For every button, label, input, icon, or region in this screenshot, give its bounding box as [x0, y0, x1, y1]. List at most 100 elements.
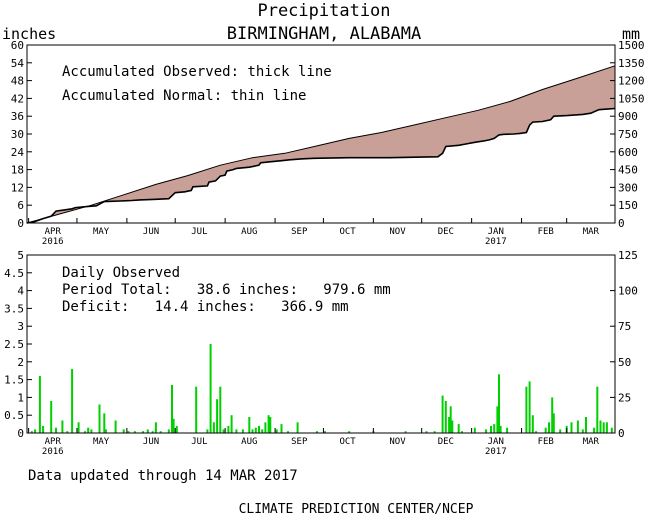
daily-right-tick-label: 25 [618, 391, 631, 404]
daily-bar [548, 422, 550, 433]
observed-line [26, 107, 616, 224]
daily-bar [451, 420, 454, 433]
daily-year-label: 2017 [485, 447, 507, 457]
daily-left-tick-label: 5 [17, 249, 24, 262]
daily-bar [499, 425, 502, 433]
daily-month-label: SEP [291, 437, 308, 447]
daily-bar [581, 429, 584, 433]
accumulated-year-label: 2016 [42, 237, 64, 247]
daily-bar [449, 406, 452, 433]
daily-bar [142, 431, 144, 433]
daily-bar [42, 425, 45, 433]
daily-bar [506, 427, 509, 433]
accumulated-left-tick-label: 6 [17, 199, 24, 212]
daily-bar [254, 427, 257, 433]
daily-bar [551, 397, 554, 433]
daily-bar [535, 431, 538, 433]
period-total-label: Period Total: 38.6 inches: 979.6 mm [62, 282, 391, 298]
daily-bar [576, 420, 579, 433]
accumulated-month-label: SEP [291, 227, 308, 237]
daily-right-tick-label: 0 [618, 427, 625, 440]
daily-bar [122, 429, 125, 433]
right-unit-label: mm [622, 25, 640, 43]
daily-panel: 00.511.522.533.544.550255075100125APR201… [4, 249, 638, 457]
daily-month-label: APR [45, 437, 62, 447]
daily-left-tick-label: 1 [17, 391, 24, 404]
daily-right-tick-label: 75 [618, 320, 631, 333]
daily-left-tick-label: 2.5 [4, 338, 24, 351]
daily-bar [267, 415, 270, 433]
daily-bar [90, 429, 93, 433]
daily-bar [461, 431, 463, 433]
daily-bar [30, 431, 33, 433]
accumulated-right-tick-label: 450 [618, 164, 638, 177]
daily-bar [227, 425, 230, 433]
daily-bar [146, 429, 149, 433]
accumulated-month-label: NOV [389, 227, 406, 237]
daily-bar [473, 427, 476, 433]
daily-month-label: JAN [488, 437, 504, 447]
accumulated-left-tick-label: 36 [11, 110, 24, 123]
daily-bar [84, 431, 86, 433]
daily-bar [493, 424, 496, 433]
daily-bar [114, 420, 117, 433]
daily-bar [490, 425, 492, 433]
daily-month-label: NOV [389, 437, 406, 447]
daily-right-tick-label: 100 [618, 285, 638, 298]
daily-bar [531, 415, 534, 433]
accumulated-right-tick-label: 150 [618, 199, 638, 212]
daily-bar [316, 431, 318, 433]
daily-plot-area [30, 344, 613, 433]
accumulated-month-label: DEC [438, 227, 454, 237]
accumulated-month-label: JUL [191, 227, 207, 237]
daily-left-tick-label: 2 [17, 356, 24, 369]
daily-bar [287, 431, 289, 433]
daily-bar [103, 413, 106, 433]
accumulated-right-tick-label: 750 [618, 128, 638, 141]
accumulated-axes: 0612182430364248546001503004506007509001… [11, 39, 645, 247]
accumulated-month-label: AUG [241, 227, 257, 237]
daily-observed-label: Daily Observed [62, 265, 180, 281]
accumulated-month-label: JUN [143, 227, 159, 237]
daily-bar [55, 427, 57, 433]
daily-bar [159, 431, 162, 433]
daily-bar [219, 386, 222, 433]
daily-bar [324, 431, 326, 433]
daily-bar [38, 376, 41, 433]
daily-left-tick-label: 4 [17, 285, 24, 298]
daily-bar [258, 425, 260, 433]
accumulated-left-tick-label: 60 [11, 39, 24, 52]
daily-bar [264, 422, 267, 433]
daily-bar [216, 399, 219, 433]
daily-bar [77, 422, 80, 433]
accumulated-right-tick-label: 900 [618, 110, 638, 123]
daily-bar [235, 429, 238, 433]
daily-bar [133, 431, 136, 433]
daily-bar [34, 429, 37, 433]
daily-bar [230, 415, 233, 433]
accumulated-right-tick-label: 600 [618, 146, 638, 159]
daily-bar [448, 417, 451, 433]
daily-bar [585, 417, 587, 433]
accumulated-year-label: 2017 [485, 237, 507, 247]
daily-bar [525, 386, 528, 433]
daily-bar [98, 404, 101, 433]
daily-left-tick-label: 3 [17, 320, 24, 333]
daily-month-label: OCT [339, 437, 356, 447]
daily-bar [206, 429, 209, 433]
accumulated-right-tick-label: 1200 [618, 75, 645, 88]
daily-bar [212, 422, 215, 433]
accumulated-left-tick-label: 48 [11, 75, 24, 88]
daily-bar [251, 429, 254, 433]
daily-month-label: AUG [241, 437, 257, 447]
chart-title: Precipitation [257, 1, 390, 21]
deficit-label: Deficit: 14.4 inches: 366.9 mm [62, 299, 349, 315]
daily-bar [66, 431, 69, 433]
daily-bar [269, 417, 272, 433]
daily-month-label: MAY [93, 437, 110, 447]
daily-bar [151, 431, 154, 433]
accumulated-right-tick-label: 300 [618, 181, 638, 194]
daily-right-tick-label: 125 [618, 249, 638, 262]
accumulated-left-tick-label: 18 [11, 164, 24, 177]
daily-month-label: FEB [538, 437, 554, 447]
